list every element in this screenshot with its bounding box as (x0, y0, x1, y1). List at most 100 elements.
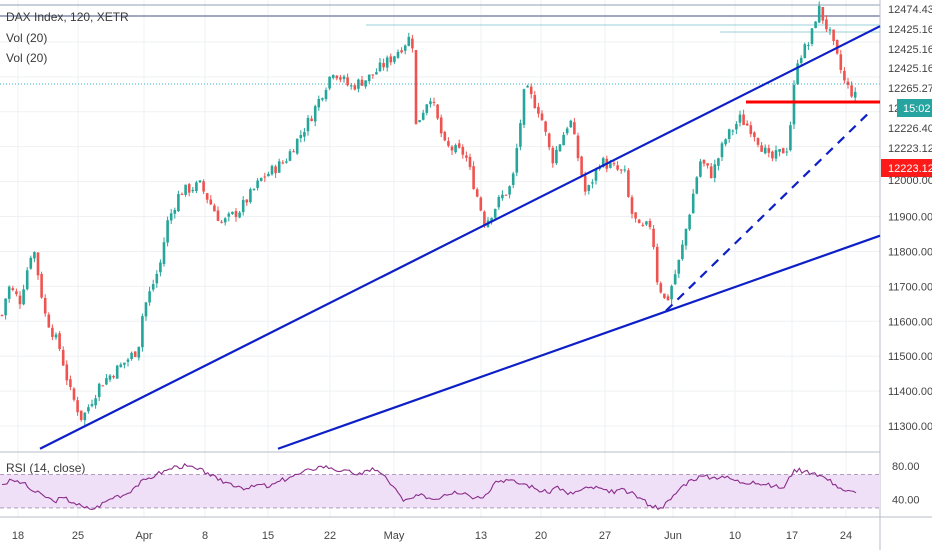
price-label: 12474.43 (888, 4, 932, 16)
candle-up (159, 262, 162, 273)
candle-up (22, 289, 25, 305)
candle-down (745, 123, 749, 126)
candle-down (637, 219, 641, 224)
candle-down (436, 104, 439, 119)
candle-up (403, 45, 407, 51)
candle-up (169, 213, 173, 221)
candle-up (519, 123, 522, 147)
y-tick-label: 11700.00 (888, 281, 932, 293)
candle-up (267, 173, 270, 177)
x-tick-label: May (384, 530, 405, 542)
candle-down (465, 155, 468, 158)
candle-down (274, 166, 277, 174)
volume-legend-2[interactable]: Vol (20) (6, 51, 48, 65)
y-tick-label: 11600.00 (888, 316, 932, 328)
candle-up (558, 144, 562, 152)
candle-down (443, 131, 447, 141)
candle-down (771, 151, 774, 159)
candle-up (317, 98, 321, 108)
candle-up (724, 139, 727, 145)
candle-up (418, 120, 421, 123)
candle-down (461, 147, 465, 155)
x-tick-label: 17 (786, 530, 798, 542)
candle-up (33, 252, 36, 259)
candle-down (742, 114, 745, 126)
candle-up (785, 151, 789, 153)
candle-down (310, 118, 313, 122)
candle-down (756, 138, 760, 145)
candle-up (526, 85, 529, 88)
x-tick-label: 8 (202, 530, 208, 542)
candle-up (94, 398, 97, 406)
candle-up (7, 286, 11, 299)
candle-down (400, 50, 403, 53)
candle-down (457, 143, 461, 148)
candle-up (223, 218, 227, 223)
candle-up (83, 412, 87, 421)
candle-down (843, 70, 846, 81)
candle-down (630, 197, 634, 214)
symbol-legend[interactable]: DAX Index, 120, XETR (6, 10, 129, 24)
y-tick-label: 11800.00 (888, 246, 932, 258)
candle-down (180, 193, 184, 195)
x-tick-label: 13 (475, 530, 487, 542)
candles-layer (0, 1, 857, 426)
candle-down (547, 133, 551, 148)
price-label: 12425.16 (888, 63, 932, 75)
candle-up (324, 89, 328, 100)
candle-up (184, 184, 187, 195)
candle-up (699, 161, 702, 177)
volume-legend-1[interactable]: Vol (20) (6, 31, 48, 45)
candle-up (511, 173, 515, 185)
candle-up (252, 188, 256, 190)
candle-up (429, 101, 432, 105)
candle-up (238, 212, 241, 218)
rsi-legend[interactable]: RSI (14, close) (6, 461, 86, 475)
candle-down (447, 141, 450, 146)
candle-up (501, 194, 504, 199)
candle-down (209, 199, 213, 205)
candle-up (594, 168, 598, 181)
candle-down (540, 113, 544, 121)
y-tick-label: 11400.00 (888, 386, 932, 398)
candle-down (825, 19, 828, 30)
candle-up (256, 180, 259, 189)
candle-up (29, 257, 33, 269)
candle-down (202, 181, 205, 192)
candle-up (191, 189, 195, 192)
candle-down (706, 163, 709, 166)
candle-up (591, 182, 594, 184)
candle-up (569, 120, 573, 128)
candle-down (220, 221, 223, 223)
candle-up (151, 284, 155, 290)
candle-up (342, 76, 346, 80)
candle-down (292, 151, 295, 153)
candle-up (738, 114, 742, 123)
candle-down (529, 86, 533, 95)
candle-up (713, 164, 717, 179)
candle-up (249, 189, 252, 203)
x-tick-label: 24 (840, 530, 852, 542)
candle-up (231, 211, 234, 214)
candle-down (18, 295, 22, 305)
candle-up (378, 62, 382, 72)
upper-trendline (39, 25, 881, 450)
candle-down (281, 162, 285, 164)
candle-down (187, 184, 191, 193)
candle-up (645, 221, 648, 225)
candle-up (778, 149, 781, 152)
candle-down (205, 193, 209, 200)
price-label: 12425.16 (888, 44, 932, 56)
candle-down (533, 95, 537, 109)
x-tick-label: 25 (72, 530, 84, 542)
candle-up (454, 145, 457, 153)
candle-down (479, 197, 483, 211)
price-label: 12223.12 (888, 163, 932, 175)
x-tick-label: 18 (12, 530, 24, 542)
candle-up (623, 169, 627, 171)
candle-down (339, 77, 342, 80)
candle-down (133, 351, 137, 357)
candle-down (850, 85, 853, 97)
